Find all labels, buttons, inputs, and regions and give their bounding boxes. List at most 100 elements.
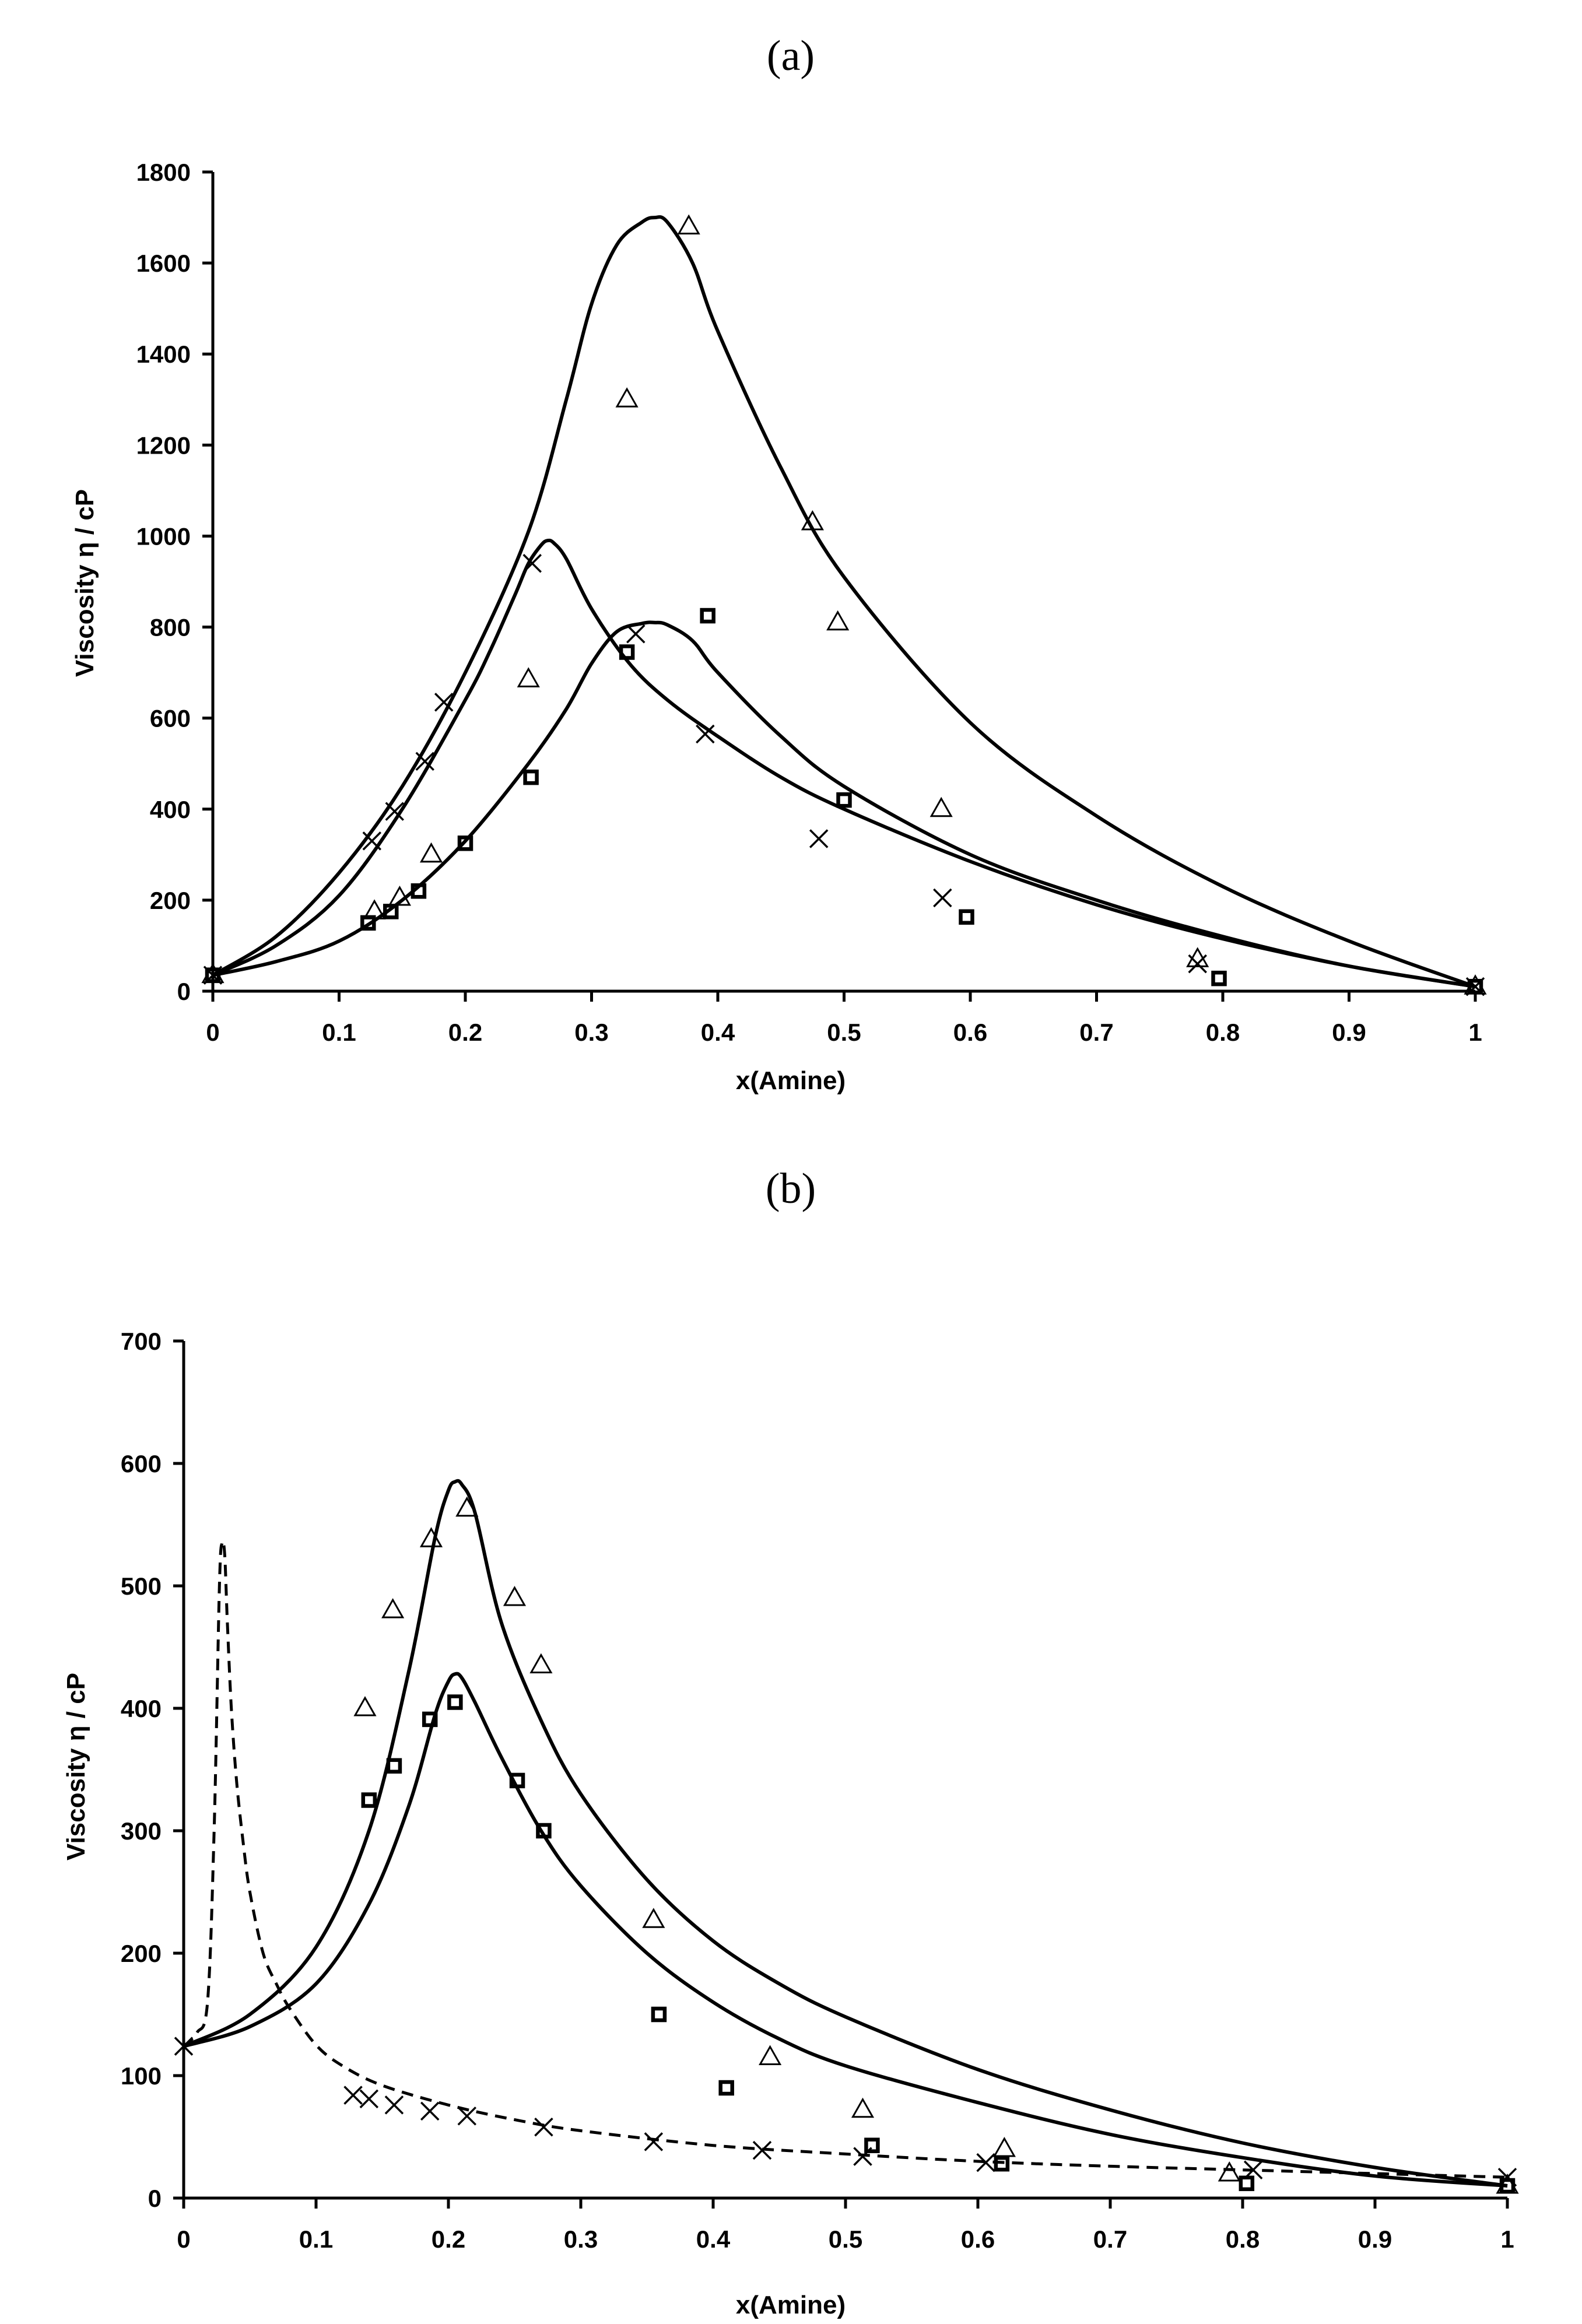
- panel-b-point-triangle: [1218, 2161, 1241, 2182]
- panel-b-y-tick-label: 0: [148, 2185, 162, 2212]
- panel-b-point-triangle: [851, 2097, 875, 2118]
- panel-a-x-tick-label: 0.4: [701, 1019, 735, 1046]
- panel-a-point-cross: [385, 802, 404, 821]
- panel-a-point-square: [360, 915, 376, 931]
- panel-a-point-square: [523, 769, 539, 785]
- panel-b-point-square: [994, 2156, 1010, 2172]
- panel-a-point-triangle: [801, 510, 824, 531]
- panel-a-point-triangle: [419, 842, 443, 863]
- panel-a-x-tick-label: 0.9: [1332, 1019, 1366, 1046]
- panel-a-x-tick-label: 0: [206, 1019, 219, 1046]
- panel-b-curve-cross-model: [183, 1539, 1508, 2179]
- panel-b-point-square: [447, 1694, 463, 1710]
- panel-b-point-cross: [359, 2089, 379, 2109]
- panel-b-point-triangle: [381, 1598, 405, 1619]
- panel-a-point-triangle: [929, 796, 953, 817]
- panel-b-x-tick-label: 0: [177, 2225, 190, 2253]
- panel-b-point-cross: [1243, 2160, 1263, 2179]
- panel-b-y-tick-label: 200: [121, 1940, 162, 1967]
- panel-b-point-cross: [343, 2086, 363, 2105]
- panel-b-x-tick-label: 0.9: [1358, 2225, 1392, 2253]
- panel-b-point-square: [422, 1711, 438, 1728]
- panel-a-y-tick-label: 1800: [136, 159, 191, 186]
- panel-a-y-tick-label: 200: [150, 887, 191, 914]
- panel-b-x-tick-label: 0.7: [1093, 2225, 1127, 2253]
- panel-b-point-cross: [644, 2132, 664, 2151]
- panel-b-y-tick-label: 400: [121, 1695, 162, 1722]
- panel-b-x-tick-label: 0.5: [829, 2225, 862, 2253]
- panel-a-point-cross: [696, 724, 715, 744]
- panel-a-point-cross: [933, 888, 952, 908]
- panel-a-y-tick-label: 1600: [136, 250, 191, 277]
- panel-a-x-tick-label: 0.2: [448, 1019, 482, 1046]
- panel-b-point-triangle: [759, 2045, 782, 2065]
- panel-a-point-square: [205, 967, 221, 983]
- panel-b-x-tick-label: 0.1: [299, 2225, 333, 2253]
- panel-a-x-tick-label: 1: [1468, 1019, 1482, 1046]
- panel-b-y-tick-label: 300: [121, 1817, 162, 1845]
- panel-a-y-tick-label: 0: [177, 978, 191, 1005]
- panel-a-point-triangle: [517, 667, 540, 687]
- panel-a-point-cross: [1188, 954, 1207, 974]
- panel-b-point-square: [361, 1792, 377, 1808]
- panel-a-point-cross: [203, 966, 223, 985]
- panel-b-point-cross: [1497, 2168, 1517, 2187]
- panel-b-x-tick-label: 0.3: [564, 2225, 598, 2253]
- panel-a-point-square: [1211, 970, 1227, 987]
- panel-a-y-tick-label: 1000: [136, 522, 191, 550]
- panel-a-point-cross: [522, 554, 542, 573]
- panel-a-plot-area: 0 200 400 600 800 1000 1200 1400 1600 1800 0 0.1 0.2…: [136, 159, 1487, 1046]
- panel-a-y-tick-label: 1400: [136, 340, 191, 368]
- panel-a-point-square: [1467, 978, 1483, 995]
- panel-a-x-tick-label: 0.1: [322, 1019, 356, 1046]
- chart-panel-a: (a) x(Amine) Viscosity η / cP 0 200 400 600…: [71, 32, 1487, 1095]
- panel-b-point-square: [509, 1772, 525, 1789]
- panel-b-point-square: [1499, 2178, 1516, 2194]
- panel-b-x-tick-label: 0.2: [432, 2225, 465, 2253]
- panel-b-point-square: [718, 2080, 734, 2096]
- panel-b-point-triangle: [642, 1908, 665, 1928]
- panel-b-x-tick-label: 1: [1500, 2225, 1514, 2253]
- panel-b-x-axis-title: x(Amine): [736, 2291, 846, 2319]
- chart-panel-b: (b) x(Amine) Viscosity η / cP 0 100 200 300…: [62, 1165, 1519, 2319]
- panel-a-point-cross: [362, 831, 382, 851]
- panel-a-x-axis-title: x(Amine): [736, 1066, 846, 1095]
- panel-a-point-cross: [626, 624, 646, 644]
- panel-b-x-tick-label: 0.6: [961, 2225, 995, 2253]
- panel-a-y-axis-title: Viscosity η / cP: [71, 489, 99, 677]
- panel-b-point-triangle: [455, 1496, 479, 1517]
- panel-b-y-tick-label: 500: [121, 1572, 162, 1600]
- panel-b-point-triangle: [503, 1585, 527, 1606]
- panel-a-x-tick-label: 0.5: [827, 1019, 861, 1046]
- panel-b-y-tick-label: 600: [121, 1450, 162, 1477]
- panel-b-x-tick-label: 0.8: [1226, 2225, 1260, 2253]
- panel-a-point-square: [383, 904, 399, 919]
- panel-b-point-cross: [752, 2140, 772, 2160]
- panel-a-point-cross: [809, 829, 829, 848]
- panel-b-point-cross: [384, 2095, 404, 2115]
- panel-b-plot-area: 0 100 200 300 400 500 600 700 0 0.1 0.2 0.3 0.4 0.5 0.…: [121, 1328, 1519, 2253]
- panel-a-point-cross: [1465, 977, 1485, 996]
- panel-a-point-square: [836, 792, 852, 808]
- panel-b-x-tick-label: 0.4: [696, 2225, 731, 2253]
- panel-b-point-cross: [174, 2037, 194, 2056]
- panel-a-title: (a): [767, 32, 815, 80]
- panel-b-point-cross: [976, 2153, 995, 2172]
- panel-a-point-square: [619, 644, 635, 660]
- panel-a-point-square: [959, 909, 974, 925]
- panel-a-x-tick-label: 0.6: [953, 1019, 987, 1046]
- panel-b-point-cross: [534, 2117, 553, 2137]
- panel-a-x-tick-label: 0.3: [574, 1019, 608, 1046]
- panel-a-point-triangle: [388, 885, 411, 906]
- panel-a-y-tick-label: 1200: [136, 431, 191, 459]
- panel-b-y-tick-label: 700: [121, 1328, 162, 1355]
- panel-b-point-cross: [457, 2107, 477, 2126]
- panel-b-point-square: [864, 2137, 880, 2153]
- panel-a-point-square: [700, 608, 715, 624]
- panel-a-curve-triangle-model: [212, 215, 1476, 989]
- panel-a-y-tick-label: 400: [150, 796, 191, 823]
- panel-b-y-tick-label: 100: [121, 2062, 162, 2090]
- panel-b-curve-square-model: [183, 1672, 1508, 2188]
